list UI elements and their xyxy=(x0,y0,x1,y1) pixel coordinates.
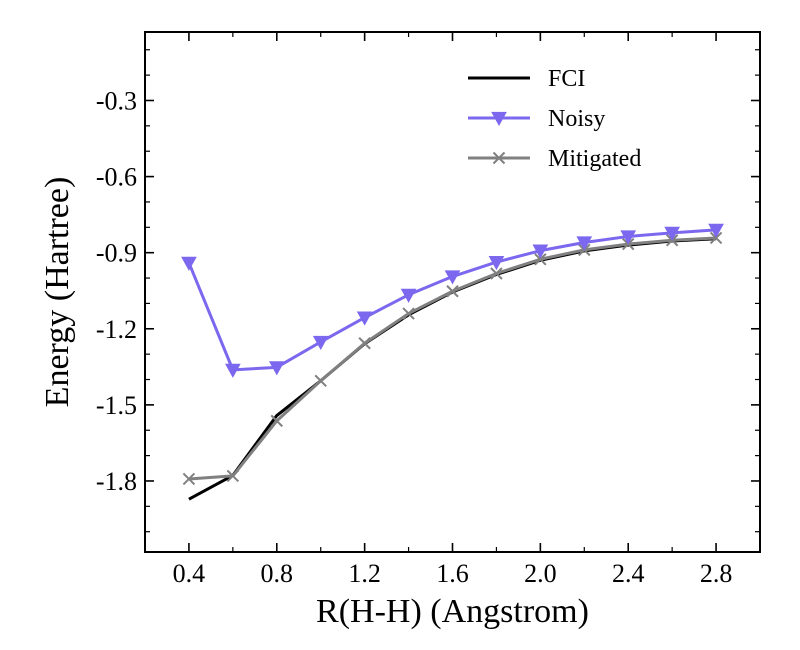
marker-stroke xyxy=(226,469,240,483)
marker-stroke xyxy=(490,267,503,280)
data-point-mitigated xyxy=(182,472,196,486)
data-point-mitigated xyxy=(490,267,503,280)
data-point-mitigated xyxy=(226,469,240,483)
data-point-noisy xyxy=(400,288,417,303)
data-point-noisy xyxy=(488,255,505,271)
data-point-noisy xyxy=(576,236,593,251)
data-point-noisy xyxy=(664,226,680,241)
x-axis-title: R(H-H) (Angstrom) xyxy=(316,593,589,630)
x-tick-label: 2.4 xyxy=(612,559,645,588)
marker-stroke xyxy=(709,231,723,245)
legend-marker xyxy=(492,151,506,165)
data-point-noisy xyxy=(312,335,329,351)
marker-stroke xyxy=(446,285,459,298)
marker-stroke xyxy=(492,151,506,165)
data-point-noisy xyxy=(620,230,637,245)
y-tick-label: -1.8 xyxy=(96,467,137,496)
marker-stroke xyxy=(534,253,547,266)
data-point-noisy xyxy=(268,361,285,376)
y-axis-title: Energy (Hartree) xyxy=(39,177,76,408)
y-tick-label: -0.9 xyxy=(96,239,137,268)
y-tick-label: -1.5 xyxy=(96,391,137,420)
data-point-noisy xyxy=(356,311,373,326)
marker-stroke xyxy=(182,472,196,486)
x-tick-label: 2.8 xyxy=(700,559,733,588)
legend-label: FCI xyxy=(548,66,585,92)
y-tick-label: -0.6 xyxy=(96,163,137,192)
legend-label: Mitigated xyxy=(548,146,641,172)
legend-item-mitigated: Mitigated xyxy=(468,146,641,172)
y-tick-label: -1.2 xyxy=(96,315,137,344)
data-point-noisy xyxy=(532,244,549,259)
x-tick-label: 1.6 xyxy=(436,559,469,588)
x-tick-label: 2.0 xyxy=(524,559,557,588)
ticks-layer: 0.4 0.8 1.2 1.6 2.0 2.4 2.8 -1.8 -1.5 -1.2 -0.9 -0.… xyxy=(96,32,760,588)
x-tick-label: 1.2 xyxy=(348,559,381,588)
legend-label: Noisy xyxy=(548,106,605,132)
series-layer xyxy=(181,223,724,501)
x-tick-label: 0.8 xyxy=(261,559,294,588)
marker-stroke xyxy=(314,374,327,387)
series-mitigated xyxy=(182,231,723,486)
data-point-mitigated xyxy=(709,231,723,245)
data-point-noisy xyxy=(708,223,724,238)
series-line-noisy xyxy=(187,228,717,372)
legend-item-noisy: Noisy xyxy=(468,106,605,132)
marker-stroke xyxy=(358,337,371,350)
marker-stroke xyxy=(402,307,415,320)
data-point-mitigated xyxy=(534,253,547,266)
series-noisy xyxy=(181,223,724,378)
data-point-mitigated xyxy=(358,337,371,350)
legend: FCI Noisy Mitigated xyxy=(468,66,641,172)
data-point-mitigated xyxy=(314,374,327,387)
marker-stroke xyxy=(270,414,283,428)
plot-frame xyxy=(144,31,761,553)
data-point-mitigated xyxy=(402,307,415,320)
y-tick-label: -0.3 xyxy=(96,86,137,115)
data-point-noisy xyxy=(444,270,461,285)
data-point-mitigated xyxy=(270,414,283,428)
data-point-noisy xyxy=(225,363,241,378)
legend-marker xyxy=(491,111,507,127)
legend-item-fci: FCI xyxy=(468,66,585,92)
x-tick-label: 0.4 xyxy=(173,559,206,588)
data-point-mitigated xyxy=(446,285,459,298)
data-point-noisy xyxy=(181,256,197,271)
